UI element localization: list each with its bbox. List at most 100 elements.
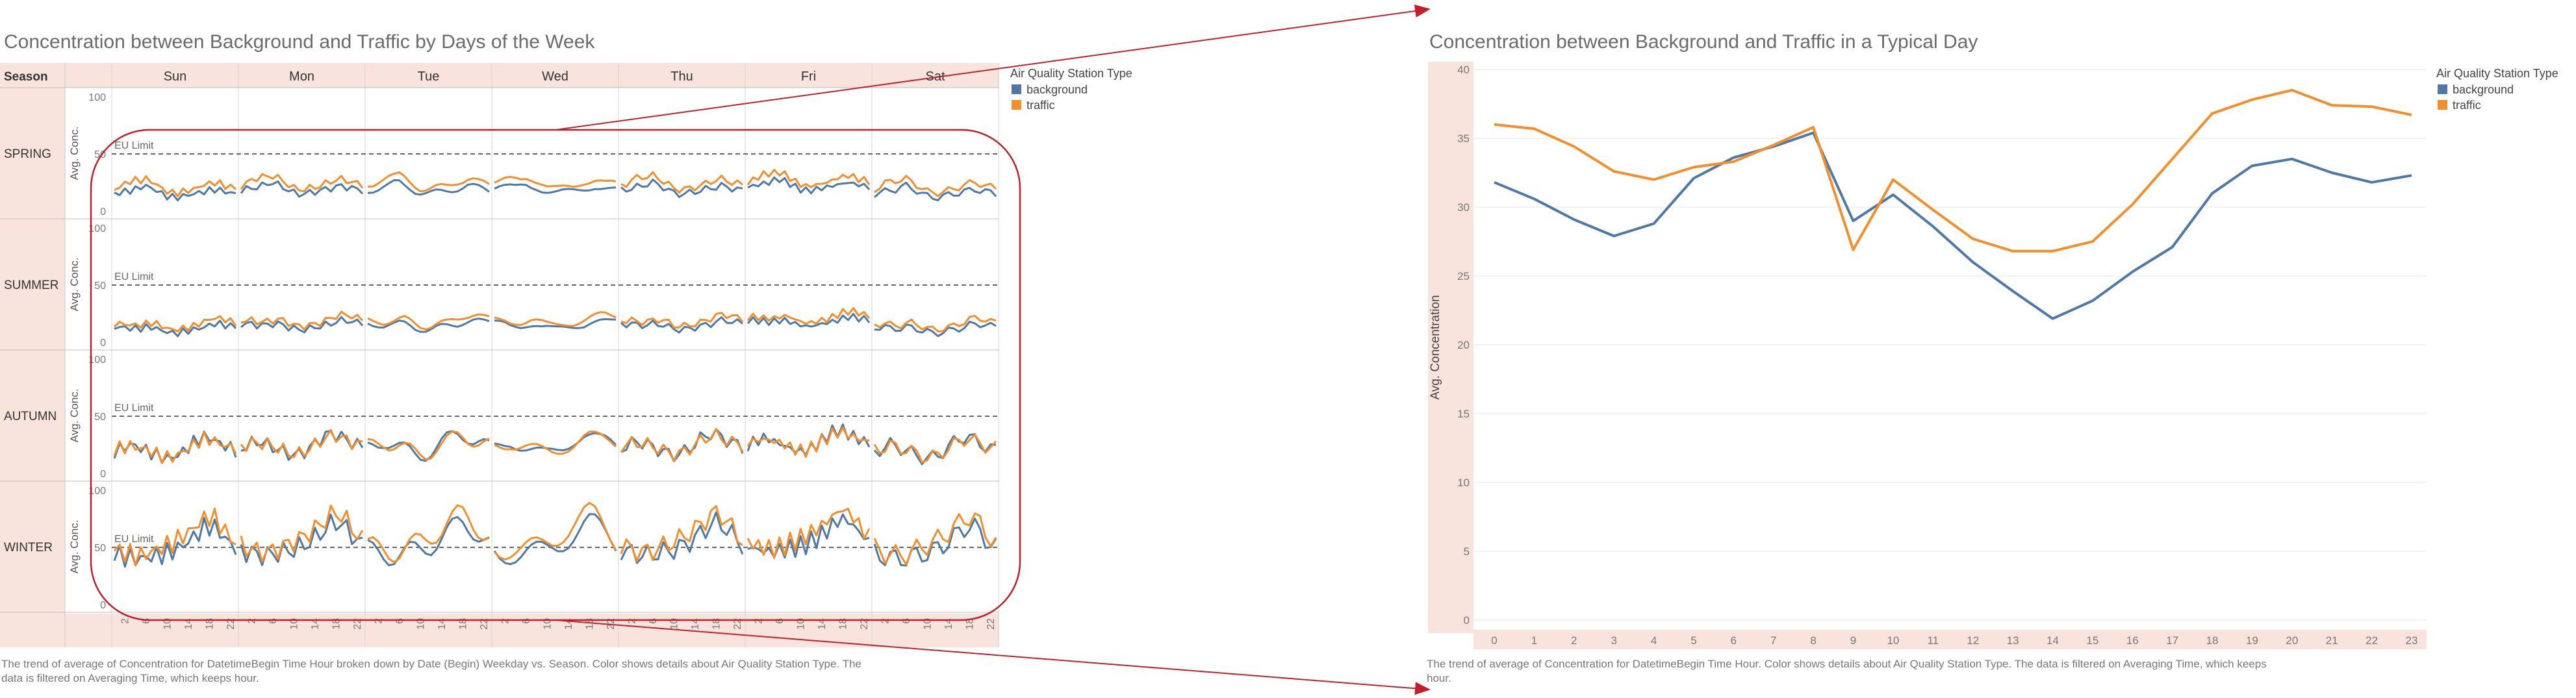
summer-sun-background-line[interactable] [114,319,237,338]
winter-thu-background-line[interactable] [620,511,744,564]
right-legend[interactable]: Air Quality Station Type background traf… [2436,67,2558,112]
winter-sat-traffic-line[interactable] [873,512,997,566]
callout-arrow-bottom [555,619,1431,695]
summer-thu-background-line[interactable] [620,316,743,334]
left-caption-line-1: The trend of average of Concentration fo… [1,658,861,670]
autumn-thu-background-line[interactable] [620,428,744,462]
summer-fri-traffic-line[interactable] [746,306,871,325]
autumn-wed-background-line[interactable] [494,432,617,452]
hour-tick-label: 10 [669,618,680,630]
day-header-mon[interactable]: Mon [289,69,314,84]
autumn-tue-traffic-line[interactable] [367,430,490,461]
spring-sat-traffic-line[interactable] [874,175,997,197]
legend-item-traffic[interactable]: traffic [1027,99,1055,112]
series-line-traffic[interactable] [1494,88,2412,253]
spring-mon-background-line[interactable] [240,180,364,198]
y-axis-label: Avg. Conc. [68,520,81,574]
hour-tick-label: 2 [373,618,384,624]
legend-title: Air Quality Station Type [1010,67,1132,80]
summer-thu-traffic-line[interactable] [620,312,744,329]
y-tick-label: 10 [1457,477,1470,489]
hour-tick-label: 2 [880,618,891,624]
winter-mon-background-line[interactable] [240,514,363,566]
spring-wed-traffic-line[interactable] [494,176,617,188]
day-header-thu[interactable]: Thu [670,69,693,84]
spring-sun-traffic-line[interactable] [114,175,237,197]
winter-mon-traffic-line[interactable] [240,505,364,563]
spring-fri-traffic-line[interactable] [746,169,871,188]
day-header-tue[interactable]: Tue [418,69,440,84]
summer-wed-traffic-line[interactable] [494,311,617,327]
day-header-sat[interactable]: Sat [925,69,945,84]
season-label-winter[interactable]: WINTER [4,541,53,555]
left-legend[interactable]: Air Quality Station Type background traf… [1010,67,1132,112]
summer-tue-background-line[interactable] [367,318,490,333]
autumn-wed-traffic-line[interactable] [494,430,617,455]
winter-fri-traffic-line[interactable] [746,507,871,559]
hour-tick-label: 10 [795,618,806,630]
right-chart-title: Concentration between Background and Tra… [1429,31,1978,53]
spring-fri-background-line[interactable] [747,176,871,195]
spring-mon-traffic-line[interactable] [240,173,364,193]
winter-sun-traffic-line[interactable] [113,507,236,566]
autumn-sat-traffic-line[interactable] [873,433,997,464]
spring-thu-background-line[interactable] [620,179,743,199]
y-tick-label: 50 [94,543,106,554]
autumn-thu-traffic-line[interactable] [620,427,744,462]
hour-tick-label: 18 [837,618,848,630]
winter-wed-background-line[interactable] [493,513,617,566]
y-tick-label: 40 [1457,64,1470,76]
spring-tue-background-line[interactable] [367,179,490,196]
hour-tick-label: 2 [500,618,511,624]
x-tick-label: 2 [1571,634,1577,647]
summer-wed-background-line[interactable] [494,318,617,329]
winter-wed-traffic-line[interactable] [493,501,617,561]
right-sheet: Concentration between Background and Tra… [1427,31,2427,684]
autumn-mon-traffic-line[interactable] [240,429,363,458]
hour-tick-label: 6 [268,618,279,624]
summer-tue-traffic-line[interactable] [367,313,490,330]
y-tick-label: 100 [88,92,106,103]
series-line-background[interactable] [1494,131,2412,320]
winter-thu-traffic-line[interactable] [620,505,743,562]
x-tick-label: 4 [1651,634,1657,647]
winter-tue-background-line[interactable] [367,516,490,567]
day-header-sun[interactable]: Sun [164,69,187,84]
season-label-summer[interactable]: SUMMER [4,279,58,292]
eu-limit-label: EU Limit [114,534,154,545]
right-y-axis-band [1428,62,1473,633]
summer-sat-traffic-line[interactable] [874,314,997,332]
summer-sat-background-line[interactable] [874,321,997,338]
autumn-fri-traffic-line[interactable] [746,427,870,458]
legend-swatch-traffic-right [2438,100,2447,110]
spring-wed-background-line[interactable] [494,183,617,194]
panel-lines: EU Limit EU Limit EU Limit EU Limit [112,140,999,568]
spring-tue-traffic-line[interactable] [367,171,490,193]
season-header[interactable]: Season [4,70,48,84]
y-tick-label: 0 [100,469,106,480]
x-tick-label: 20 [2286,634,2298,647]
spring-sun-background-line[interactable] [114,184,236,201]
hour-tick-label: 10 [542,618,553,630]
season-labels: SPRING Avg. Conc. 100 50 0 SUMMER Avg. Conc. 10… [4,92,106,611]
day-header-wed[interactable]: Wed [542,69,568,84]
autumn-sun-traffic-line[interactable] [113,431,237,464]
season-label-spring[interactable]: SPRING [4,147,51,161]
winter-tue-traffic-line[interactable] [367,504,490,564]
legend-item-background[interactable]: background [1027,83,1088,96]
spring-thu-traffic-line[interactable] [620,171,743,194]
legend-item-background-right[interactable]: background [2453,83,2514,96]
left-caption-line-2: data is filtered on Averaging Time, whic… [1,672,259,684]
legend-item-traffic-right[interactable]: traffic [2453,99,2481,112]
winter-fri-background-line[interactable] [747,513,870,559]
hour-tick-label: 6 [774,618,785,624]
summer-mon-background-line[interactable] [240,316,364,334]
summer-mon-traffic-line[interactable] [240,310,364,331]
spring-sat-background-line[interactable] [873,181,997,202]
season-label-autumn[interactable]: AUTUMN [4,410,57,423]
x-tick-label: 13 [2007,634,2019,647]
day-header-fri[interactable]: Fri [801,69,816,84]
winter-sat-background-line[interactable] [873,517,997,567]
summer-fri-background-line[interactable] [746,312,871,328]
summer-sun-traffic-line[interactable] [113,315,237,332]
